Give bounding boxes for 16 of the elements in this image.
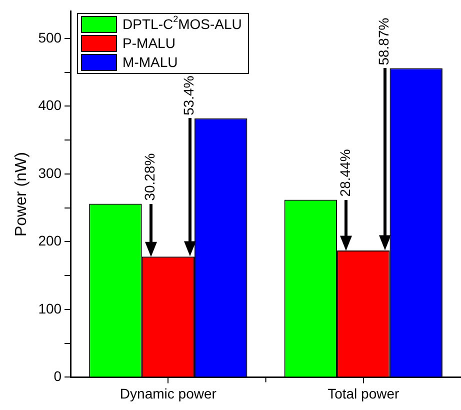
y-tick-label: 200 [38, 232, 62, 249]
annotation: 30.28% [142, 153, 158, 201]
legend-label: P-MALU [122, 34, 176, 54]
annotation: 53.4% [180, 76, 196, 116]
y-tick-label: 100 [38, 300, 62, 316]
legend-label: DPTL-C$^{2}$MOS-ALU [122, 14, 242, 34]
y-tick-label: 400 [38, 97, 62, 114]
y-axis-title: Power (nW) [13, 152, 30, 237]
x-tick-label: Total power [328, 385, 400, 402]
x-tick-label: Dynamic power [120, 385, 217, 402]
annotation: 58.87% [376, 18, 392, 66]
annotation: 28.44% [336, 149, 353, 197]
y-tick-label: 0 [54, 368, 62, 384]
y-tick-label: 500 [38, 29, 62, 46]
y-tick-label: 300 [38, 164, 62, 181]
legend-label: M-MALU [122, 53, 178, 72]
